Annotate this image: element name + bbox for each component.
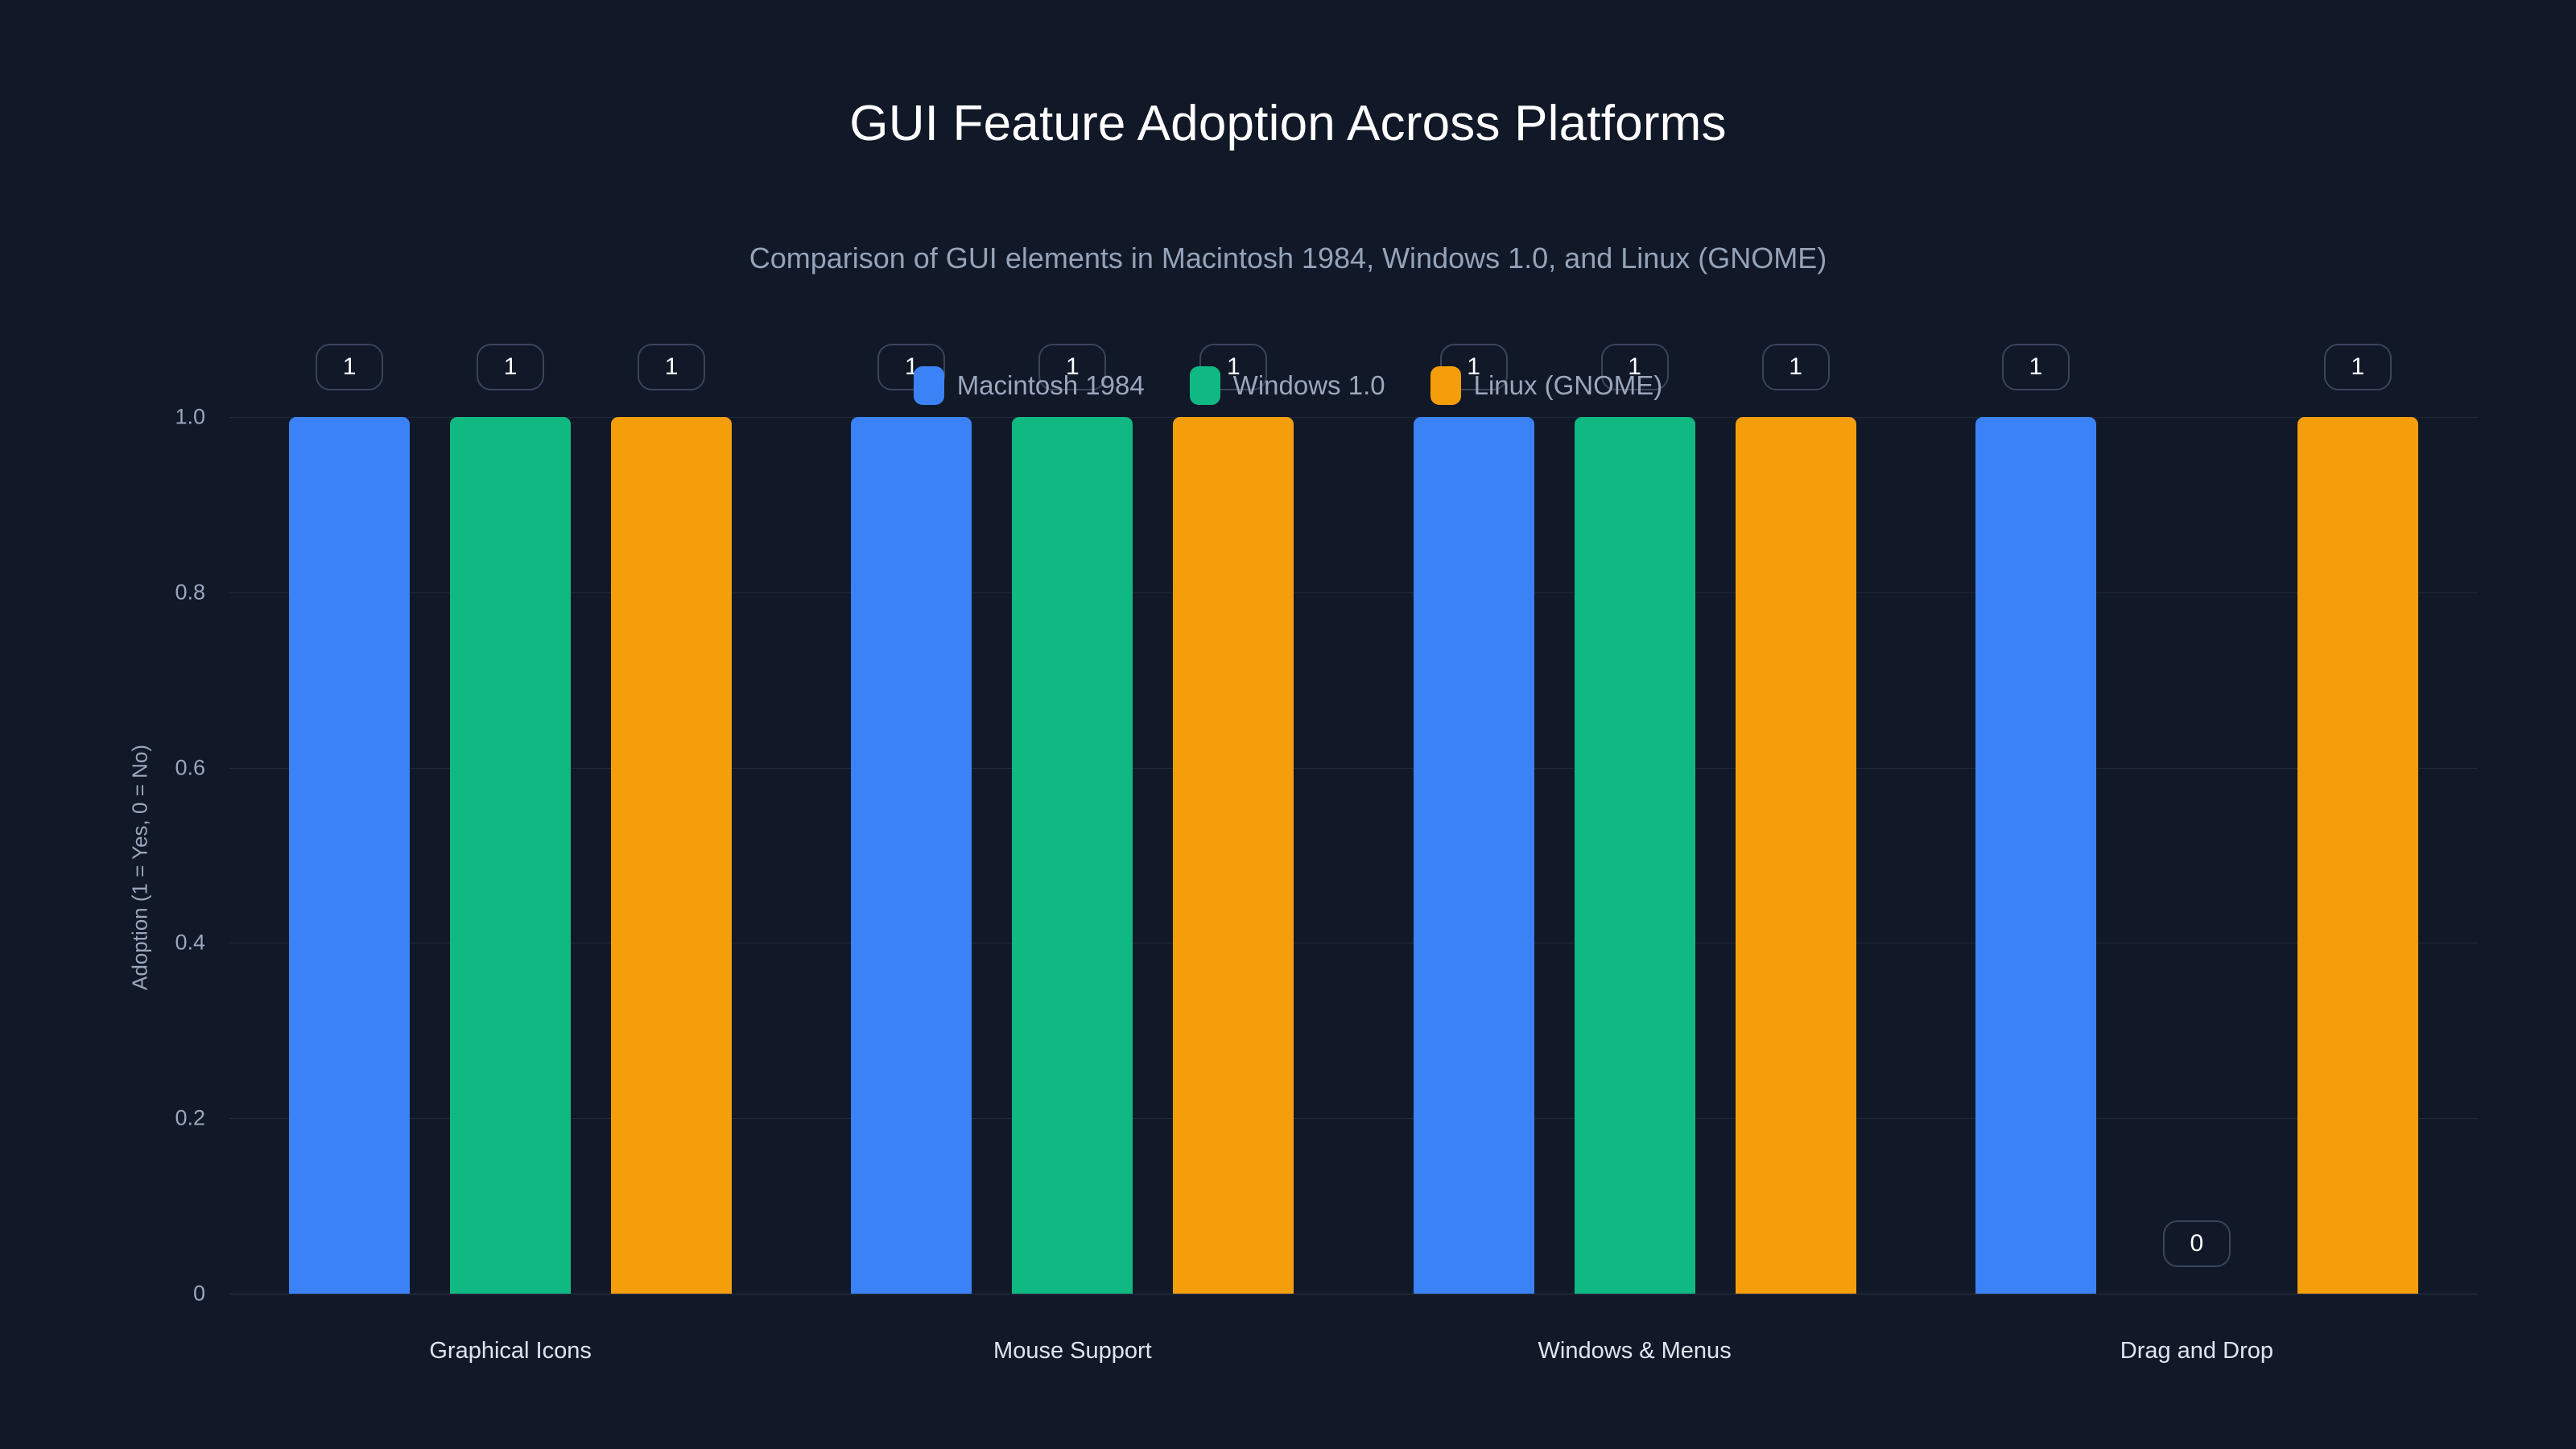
legend-swatch-icon xyxy=(913,366,944,405)
legend-item[interactable]: Windows 1.0 xyxy=(1189,366,1385,405)
bar[interactable] xyxy=(450,417,572,1294)
x-tick-label: Graphical Icons xyxy=(429,1338,592,1364)
bar-data-label: 1 xyxy=(638,344,706,390)
bar[interactable] xyxy=(1735,417,1856,1294)
x-tick-label: Mouse Support xyxy=(993,1338,1152,1364)
bar-data-label: 1 xyxy=(2323,344,2392,390)
x-tick-label: Drag and Drop xyxy=(2120,1338,2273,1364)
bar[interactable] xyxy=(1975,417,2096,1294)
legend-label: Macintosh 1984 xyxy=(956,370,1145,400)
bar-data-label: 1 xyxy=(1761,344,1830,390)
y-tick-label: 0.6 xyxy=(175,755,205,780)
gridline xyxy=(229,1118,2478,1120)
bar[interactable] xyxy=(1413,417,1534,1294)
bar-data-label: 1 xyxy=(477,344,545,390)
bar-data-label: 1 xyxy=(2001,344,2070,390)
y-axis-title: Adoption (1 = Yes, 0 = No) xyxy=(127,745,152,990)
y-tick-label: 1.0 xyxy=(175,404,205,429)
x-tick-label: Windows & Menus xyxy=(1538,1338,1732,1364)
chart-legend: Macintosh 1984 Windows 1.0 Linux (GNOME) xyxy=(0,366,2576,405)
y-tick-label: 0 xyxy=(192,1281,205,1306)
y-tick-label: 0.4 xyxy=(175,930,205,955)
gridline xyxy=(229,417,2478,418)
bar[interactable] xyxy=(1173,417,1294,1294)
legend-swatch-icon xyxy=(1430,366,1461,405)
bar-data-label: 1 xyxy=(316,344,384,390)
legend-item[interactable]: Macintosh 1984 xyxy=(913,366,1145,405)
bar[interactable] xyxy=(611,417,733,1294)
y-tick-label: 0.2 xyxy=(175,1105,205,1130)
legend-item[interactable]: Linux (GNOME) xyxy=(1430,366,1663,405)
legend-swatch-icon xyxy=(1189,366,1220,405)
bar[interactable] xyxy=(2297,417,2418,1294)
legend-label: Linux (GNOME) xyxy=(1473,370,1663,400)
gridline xyxy=(229,767,2478,769)
chart-subtitle: Comparison of GUI elements in Macintosh … xyxy=(749,242,1827,275)
bar-data-label: 1 xyxy=(1038,344,1107,390)
legend-label: Windows 1.0 xyxy=(1232,370,1385,400)
bar-data-label: 0 xyxy=(2162,1220,2231,1267)
bar[interactable] xyxy=(1574,417,1695,1294)
bar[interactable] xyxy=(851,417,972,1294)
gridline xyxy=(229,592,2478,593)
chart-title: GUI Feature Adoption Across Platforms xyxy=(849,96,1727,151)
bar[interactable] xyxy=(289,417,411,1294)
bar[interactable] xyxy=(1012,417,1133,1294)
y-tick-label: 0.8 xyxy=(175,580,205,605)
bar-data-label: 1 xyxy=(1600,344,1669,390)
